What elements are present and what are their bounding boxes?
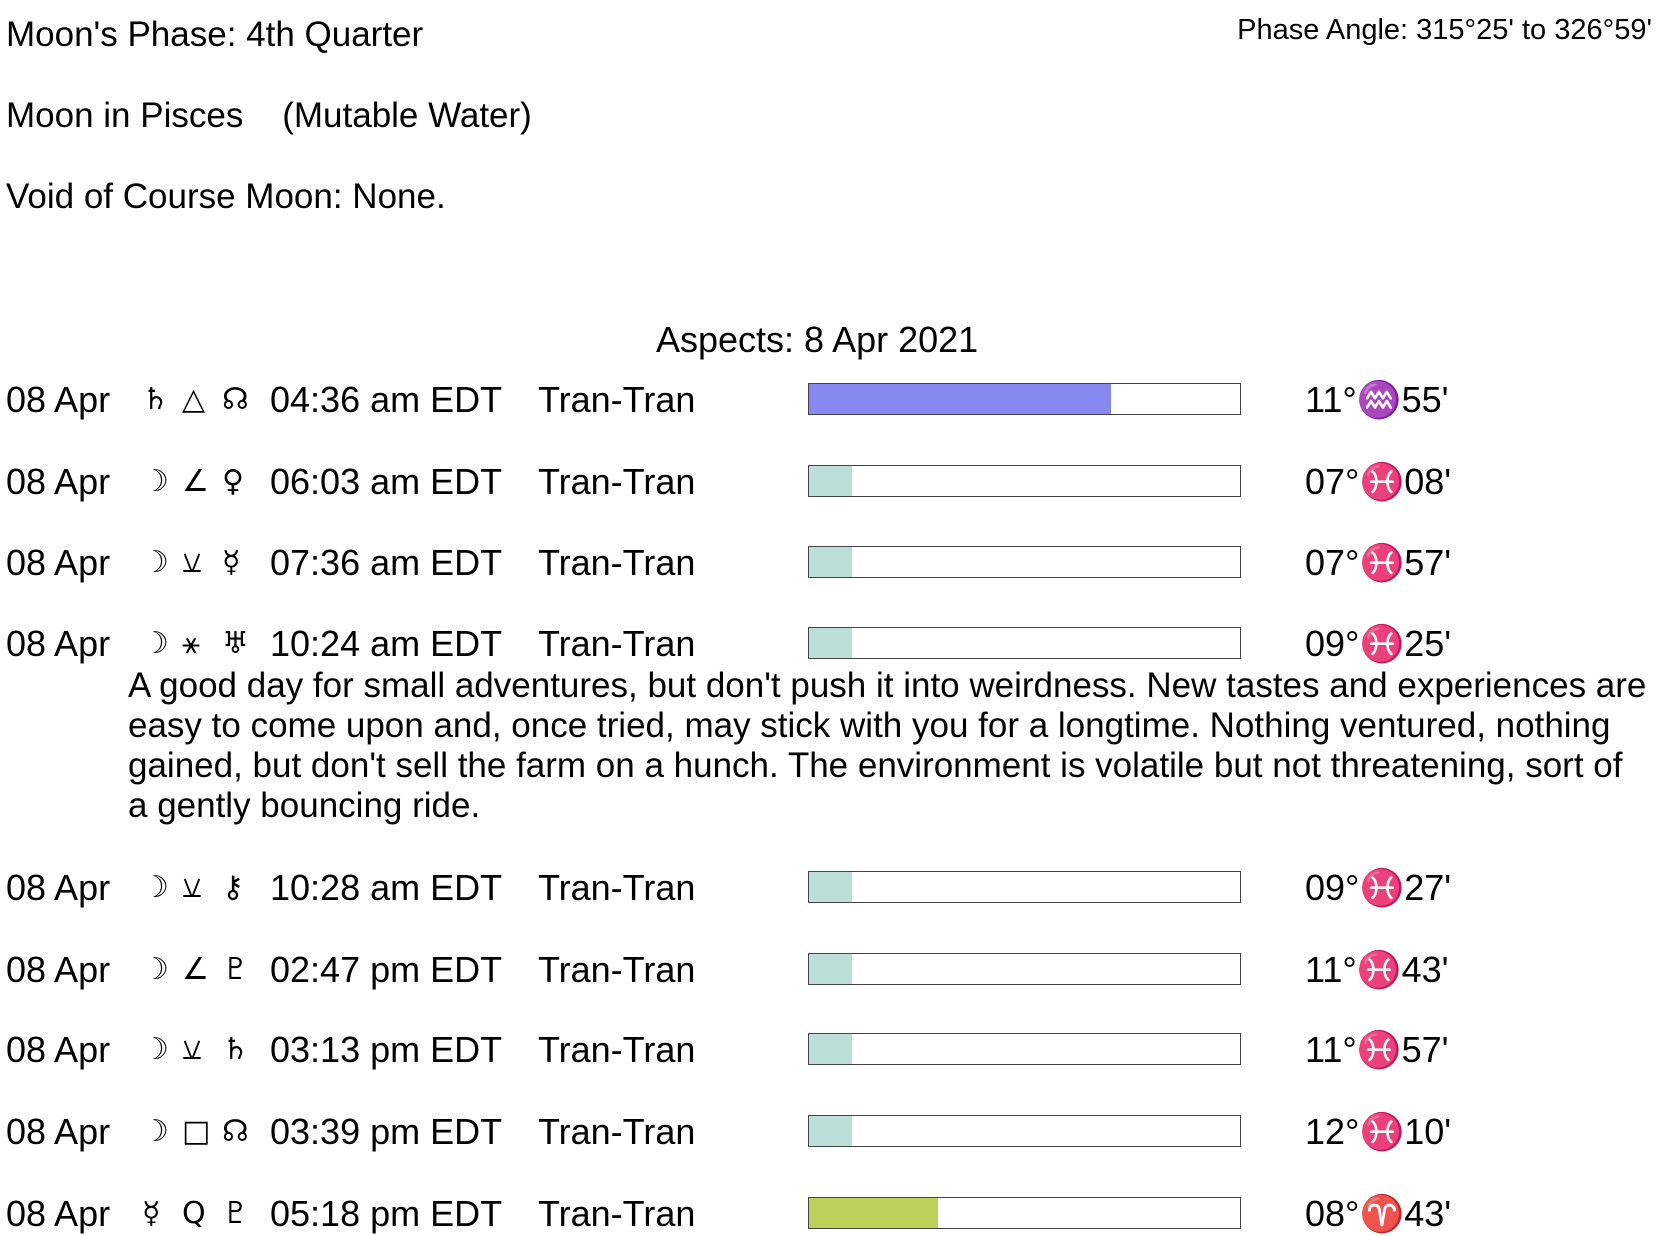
quintile-icon: Q: [182, 1196, 206, 1231]
phase-angle: Phase Angle: 315°25' to 326°59': [1237, 14, 1652, 46]
pluto-icon: ♇: [222, 952, 249, 987]
saturn-icon: ♄: [222, 1032, 249, 1067]
semisquare-icon: ∠: [182, 952, 209, 987]
aspect-row: 08 Apr ♄ △ ☊ 04:36 am EDT Tran-Tran 11°♒55': [0, 378, 1666, 422]
aspect-date: 08 Apr: [6, 1193, 111, 1234]
aspect-date: 08 Apr: [6, 623, 111, 664]
aspect-position: 11°♓43': [1305, 949, 1449, 990]
aspect-type: Tran-Tran: [538, 867, 696, 908]
semisextile-icon: ⚺: [182, 870, 202, 905]
aspect-date: 08 Apr: [6, 949, 111, 990]
semisextile-icon: ⚺: [182, 1032, 202, 1067]
aspect-type: Tran-Tran: [538, 623, 696, 664]
aspect-row: 08 Apr ☽ □ ☊ 03:39 pm EDT Tran-Tran 12°♓10': [0, 1110, 1666, 1154]
semisextile-icon: ⚺: [182, 545, 202, 580]
uranus-icon: ♅: [222, 626, 249, 661]
strength-bar-fill: [809, 1116, 853, 1146]
moon-icon: ☽: [142, 1032, 169, 1067]
sextile-icon: ⚹: [182, 626, 200, 661]
aspect-date: 08 Apr: [6, 461, 111, 502]
aspect-position: 07°♓08': [1305, 461, 1452, 502]
strength-bar-fill: [809, 954, 853, 984]
pluto-icon: ♇: [222, 1196, 249, 1231]
aspect-type: Tran-Tran: [538, 461, 696, 502]
aspect-date: 08 Apr: [6, 1111, 111, 1152]
aspect-row: 08 Apr ☽ ⚺ ⚷ 10:28 am EDT Tran-Tran 09°♓27': [0, 866, 1666, 910]
aspect-row: 08 Apr ☽ ⚹ ♅ 10:24 am EDT Tran-Tran 09°♓25': [0, 622, 1666, 666]
moon-icon: ☽: [142, 545, 169, 580]
aspect-type: Tran-Tran: [538, 1193, 696, 1234]
aspects-title: Aspects: 8 Apr 2021: [656, 319, 979, 360]
aspect-time: 03:13 pm EDT: [270, 1029, 503, 1070]
strength-bar: [808, 1115, 1241, 1147]
moon-icon: ☽: [142, 870, 169, 905]
moon-icon: ☽: [142, 952, 169, 987]
aspect-type: Tran-Tran: [538, 949, 696, 990]
aspect-row: 08 Apr ☽ ⚺ ♄ 03:13 pm EDT Tran-Tran 11°♓57': [0, 1028, 1666, 1072]
strength-bar-fill: [809, 547, 853, 577]
strength-bar-fill: [809, 466, 853, 496]
aspect-type: Tran-Tran: [538, 542, 696, 583]
aspect-time: 10:24 am EDT: [270, 623, 503, 664]
strength-bar-fill: [809, 1198, 939, 1228]
trine-icon: △: [182, 382, 206, 417]
moon-sign: Moon in Pisces (Mutable Water): [6, 96, 532, 135]
aspect-date: 08 Apr: [6, 1029, 111, 1070]
strength-bar: [808, 871, 1241, 903]
mercury-icon: ☿: [222, 545, 241, 580]
strength-bar: [808, 546, 1241, 578]
strength-bar-fill: [809, 872, 853, 902]
aspect-position: 09°♓25': [1305, 623, 1452, 664]
aspect-description: A good day for small adventures, but don…: [128, 666, 1647, 825]
strength-bar: [808, 627, 1241, 659]
mercury-icon: ☿: [142, 1196, 161, 1231]
aspect-type: Tran-Tran: [538, 1111, 696, 1152]
aspect-time: 02:47 pm EDT: [270, 949, 503, 990]
strength-bar-fill: [809, 628, 853, 658]
strength-bar: [808, 465, 1241, 497]
aspect-time: 03:39 pm EDT: [270, 1111, 503, 1152]
strength-bar-fill: [809, 1034, 853, 1064]
strength-bar-fill: [809, 384, 1111, 414]
aspect-position: 08°♈43': [1305, 1193, 1452, 1234]
aspect-position: 12°♓10': [1305, 1111, 1452, 1152]
aspect-time: 05:18 pm EDT: [270, 1193, 503, 1234]
strength-bar: [808, 383, 1241, 415]
aspect-date: 08 Apr: [6, 542, 111, 583]
aspect-row: 08 Apr ☿ Q ♇ 05:18 pm EDT Tran-Tran 08°♈43': [0, 1192, 1666, 1236]
aspect-position: 11°♓57': [1305, 1029, 1449, 1070]
strength-bar: [808, 953, 1241, 985]
chiron-icon: ⚷: [222, 870, 244, 905]
moon-phase: Moon's Phase: 4th Quarter: [6, 15, 424, 54]
aspect-position: 11°♒55': [1305, 379, 1449, 420]
aspect-time: 07:36 am EDT: [270, 542, 503, 583]
aspect-position: 09°♓27': [1305, 867, 1452, 908]
aspect-time: 06:03 am EDT: [270, 461, 503, 502]
semisquare-icon: ∠: [182, 464, 209, 499]
aspect-row: 08 Apr ☽ ∠ ♇ 02:47 pm EDT Tran-Tran 11°♓43': [0, 948, 1666, 992]
strength-bar: [808, 1197, 1241, 1229]
aspect-type: Tran-Tran: [538, 379, 696, 420]
aspect-type: Tran-Tran: [538, 1029, 696, 1070]
aspect-time: 10:28 am EDT: [270, 867, 503, 908]
aspect-row: 08 Apr ☽ ⚺ ☿ 07:36 am EDT Tran-Tran 07°♓57': [0, 541, 1666, 585]
aspect-date: 08 Apr: [6, 867, 111, 908]
north-node-icon: ☊: [222, 382, 249, 417]
aspect-row: 08 Apr ☽ ∠ ♀ 06:03 am EDT Tran-Tran 07°♓08': [0, 460, 1666, 504]
square-icon: □: [182, 1114, 211, 1149]
aspect-date: 08 Apr: [6, 379, 111, 420]
aspect-time: 04:36 am EDT: [270, 379, 503, 420]
moon-icon: ☽: [142, 626, 169, 661]
moon-icon: ☽: [142, 464, 169, 499]
venus-icon: ♀: [222, 464, 244, 499]
saturn-icon: ♄: [142, 382, 169, 417]
moon-icon: ☽: [142, 1114, 169, 1149]
void-of-course: Void of Course Moon: None.: [6, 177, 446, 216]
strength-bar: [808, 1033, 1241, 1065]
aspect-position: 07°♓57': [1305, 542, 1452, 583]
north-node-icon: ☊: [222, 1114, 249, 1149]
